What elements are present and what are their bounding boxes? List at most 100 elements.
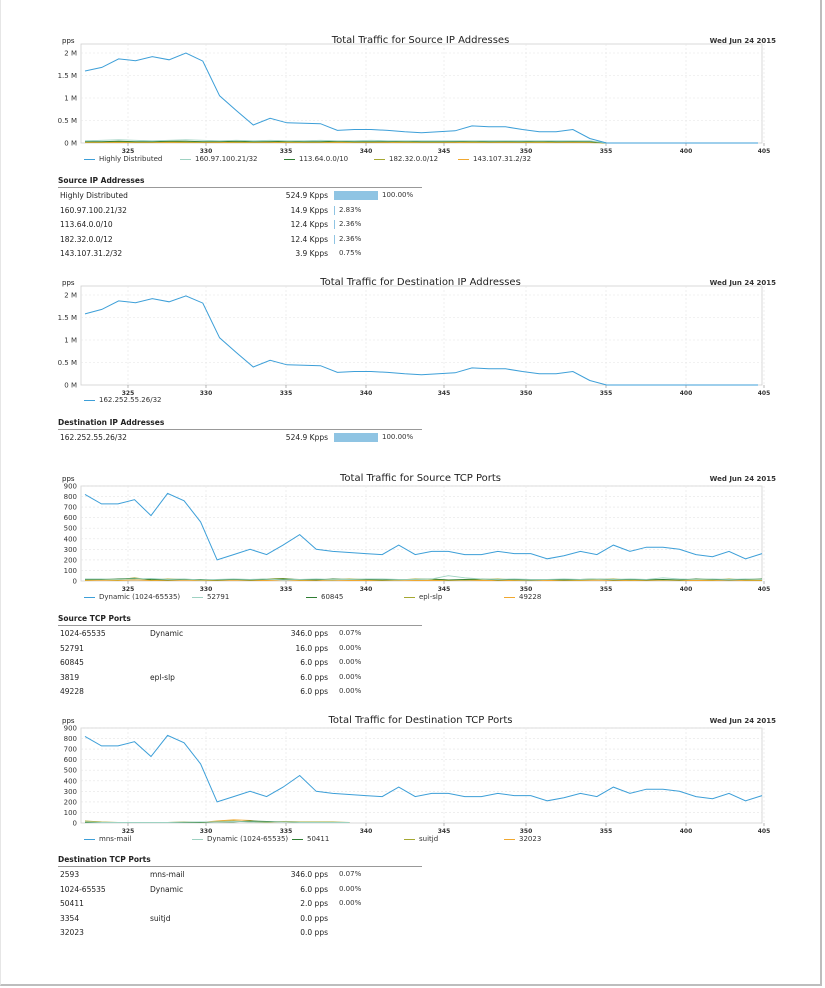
legend-label: Highly Distributed (99, 155, 163, 163)
row-percent: 0.00% (339, 658, 362, 666)
legend-item: 182.32.0.0/12 (374, 155, 438, 163)
table-row: Highly Distributed 524.9 Kpps 100.00% (58, 188, 422, 203)
y-tick-label: 900 (64, 483, 77, 491)
legend-item: 113.64.0.0/10 (284, 155, 348, 163)
row-service-name: suitjd (150, 913, 171, 923)
chart-svg: 0 100 200 300 400 500 600 700 800 900 325 330 335 340… (64, 483, 771, 594)
table-row: 52791 16.0 pps 0.00% (58, 641, 422, 656)
table-title: Source TCP Ports (58, 614, 422, 626)
row-value: 6.0 pps (300, 672, 328, 682)
x-tick-label: 350 (520, 828, 533, 835)
y-tick-label: 300 (64, 546, 77, 554)
legend-item: Dynamic (1024-65535) (192, 835, 288, 843)
y-tick-label: 100 (64, 809, 77, 817)
legend-item: Dynamic (1024-65535) (84, 593, 180, 601)
x-tick-label: 355 (600, 586, 613, 593)
table-row: 3819 epl-slp 6.0 pps 0.00% (58, 670, 422, 685)
legend-item: 160.97.100.21/32 (180, 155, 257, 163)
x-tick-label: 335 (280, 148, 293, 155)
row-percent: 2.83% (339, 205, 362, 214)
row-name: 32023 (60, 928, 84, 937)
legend-label: 60845 (321, 593, 344, 601)
row-percent: 0.00% (339, 899, 362, 907)
chart-date: Wed Jun 24 2015 (709, 37, 776, 45)
y-tick-label: 1 M (64, 337, 77, 345)
x-tick-label: 325 (122, 828, 135, 835)
row-name: 143.107.31.2/32 (60, 249, 123, 258)
source-ip-table: Source IP Addresses Highly Distributed 52… (58, 176, 422, 261)
y-tick-label: 800 (64, 735, 77, 743)
series-line-1 (84, 295, 758, 386)
row-value: 6.0 pps (300, 687, 328, 696)
row-name: 3354 (60, 913, 80, 923)
legend-label: 143.107.31.2/32 (473, 155, 532, 163)
x-tick-label: 405 (758, 828, 771, 835)
legend-swatch (458, 158, 469, 160)
legend-item: Highly Distributed (84, 155, 162, 163)
row-service-name: mns-mail (150, 870, 185, 879)
legend-swatch (84, 596, 95, 598)
row-value: 2.0 pps (300, 899, 328, 908)
x-tick-label: 330 (200, 148, 213, 155)
plot-area (80, 43, 763, 144)
chart-svg: 0 M 0.5 M 1 M 1.5 M 2 M 325 330 335 340 345 350 355… (58, 285, 770, 397)
x-tick-label: 345 (438, 148, 451, 155)
source-tcp-ports-chart: 0 100 200 300 400 500 600 700 800 900 325 330 335 340… (58, 472, 776, 607)
y-tick-label: 0.5 M (58, 359, 77, 367)
x-tick-label: 355 (600, 148, 613, 155)
row-value: 0.0 pps (300, 913, 328, 923)
row-name: 162.252.55.26/32 (60, 433, 127, 442)
row-percent-bar (334, 234, 336, 244)
legend-label: 52791 (207, 593, 230, 601)
row-value: 6.0 pps (300, 658, 328, 667)
row-name: 3819 (60, 672, 80, 682)
x-tick-label: 400 (680, 390, 693, 397)
row-percent: 0.00% (339, 672, 362, 681)
row-value: 6.0 pps (300, 884, 328, 894)
row-value: 346.0 pps (290, 870, 328, 879)
table-row: 182.32.0.0/12 12.4 Kpps 2.36% (58, 232, 422, 247)
x-tick-label: 405 (758, 148, 771, 155)
y-tick-label: 500 (64, 767, 77, 775)
y-tick-label: 1.5 M (58, 72, 77, 80)
legend-item: suitjd (404, 835, 438, 843)
destination-tcp-ports-table: Destination TCP Ports 2593 mns-mail 346.0 … (58, 855, 422, 940)
table-row: 49228 6.0 pps 0.00% (58, 684, 422, 699)
row-name: 49228 (60, 687, 84, 696)
legend-item: 52791 (192, 593, 229, 601)
x-tick-label: 345 (438, 586, 451, 593)
legend-swatch (84, 158, 95, 160)
y-unit-label: pps (62, 717, 75, 725)
row-name: 160.97.100.21/32 (60, 205, 127, 215)
row-percent: 0.07% (339, 870, 362, 878)
chart-date: Wed Jun 24 2015 (709, 717, 776, 725)
y-unit-label: pps (62, 279, 75, 287)
legend-item: 143.107.31.2/32 (458, 155, 531, 163)
table-title: Destination TCP Ports (58, 855, 422, 867)
row-percent: 0.07% (339, 629, 362, 637)
y-tick-label: 700 (64, 746, 77, 754)
row-percent: 2.36% (339, 220, 362, 228)
legend-swatch (292, 838, 303, 840)
legend-item: epl-slp (404, 593, 442, 601)
x-tick-label: 340 (360, 586, 373, 593)
legend-swatch (84, 399, 95, 401)
legend-label: 113.64.0.0/10 (299, 155, 349, 163)
row-name: 50411 (60, 899, 84, 908)
y-unit-label: pps (62, 37, 75, 45)
row-value: 12.4 Kpps (290, 220, 328, 229)
row-percent: 0.00% (339, 687, 362, 695)
table-row: 50411 2.0 pps 0.00% (58, 896, 422, 911)
x-tick-label: 340 (360, 390, 373, 397)
legend-swatch (404, 838, 415, 840)
y-tick-label: 600 (64, 514, 77, 522)
x-tick-label: 345 (438, 390, 451, 397)
row-value: 16.0 pps (295, 643, 328, 653)
y-tick-label: 2 M (64, 292, 77, 300)
legend-swatch (84, 838, 95, 840)
row-name: 2593 (60, 870, 80, 879)
table-row: 32023 0.0 pps (58, 925, 422, 940)
legend-label: mns-mail (99, 835, 132, 843)
series-line-1 (84, 52, 758, 144)
x-tick-label: 340 (360, 828, 373, 835)
